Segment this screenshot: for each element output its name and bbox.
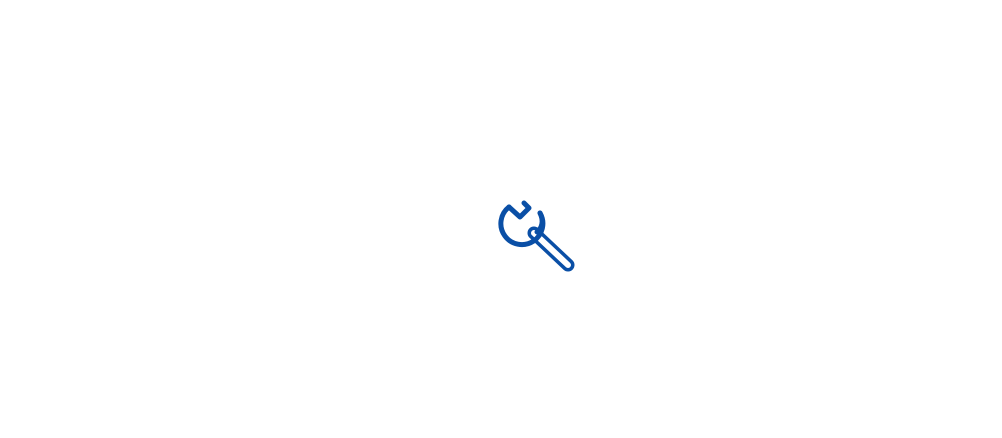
wrench-icon: [496, 193, 586, 275]
